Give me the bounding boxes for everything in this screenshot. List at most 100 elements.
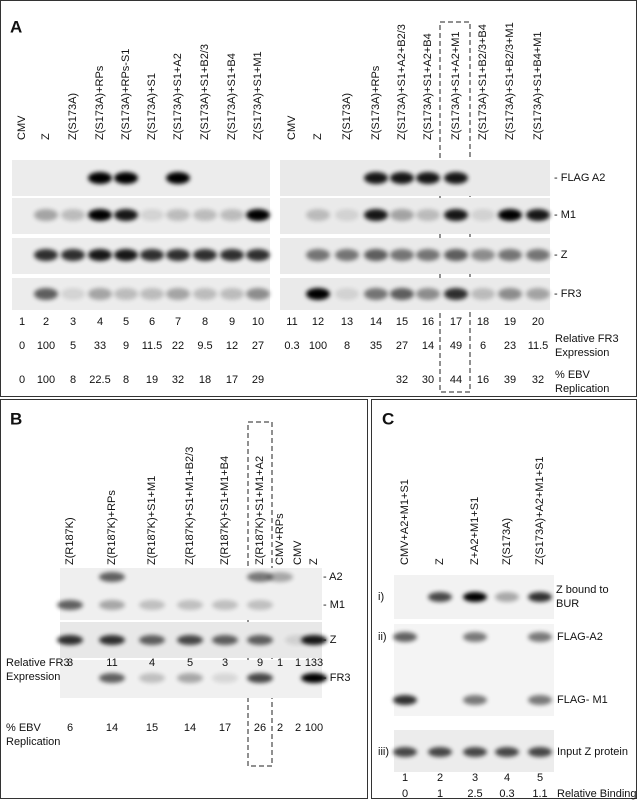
band <box>444 209 468 221</box>
relative-fr3-value: 133 <box>305 657 323 669</box>
ebv-value: 100 <box>37 374 55 386</box>
band <box>114 172 138 184</box>
relative-fr3-value: 1 <box>295 657 301 669</box>
band <box>193 288 217 300</box>
band <box>498 209 522 221</box>
relative-binding-value: 1.1 <box>532 788 547 800</box>
lane-label: Z(R187K)+S1+M1+B2/3 <box>184 447 196 565</box>
band <box>88 288 112 300</box>
lane-label: Z(S173A)+A2+M1+S1 <box>534 456 546 565</box>
relative-fr3-value: 11.5 <box>528 340 549 352</box>
lane-label: Z(S173A) <box>501 518 513 565</box>
band <box>166 288 190 300</box>
band <box>444 288 468 300</box>
lane-number: 2 <box>437 772 443 784</box>
band <box>416 209 440 221</box>
lane-number: 19 <box>504 316 516 328</box>
band <box>463 592 487 602</box>
band <box>247 673 273 683</box>
ebv-value: 0 <box>19 374 25 386</box>
band <box>177 600 203 610</box>
lane-label: Z <box>312 133 324 140</box>
row-marker: iii) <box>378 746 389 758</box>
ebv-value: 32 <box>172 374 184 386</box>
band <box>471 249 495 261</box>
lane-number: 6 <box>149 316 155 328</box>
lane-label: Z(S173A)+S1+B4 <box>226 53 238 140</box>
lane-label: Z(R187K) <box>64 517 76 565</box>
band <box>428 747 452 757</box>
band <box>34 249 58 261</box>
lane-number: 7 <box>175 316 181 328</box>
band <box>390 172 414 184</box>
band <box>246 249 270 261</box>
ebv-value: 29 <box>252 374 264 386</box>
lane-label: Z(R187K)+S1+M1+B4 <box>219 456 231 565</box>
lane-label: Z(S173A)+S1+A2+M1 <box>450 31 462 140</box>
row-label: Input Z protein <box>557 746 628 758</box>
lane-label: CMV <box>16 115 28 140</box>
relative-binding-value: 2.5 <box>467 788 482 800</box>
lane-number: 17 <box>450 316 462 328</box>
lane-label: CMV+A2+M1+S1 <box>399 479 411 565</box>
band <box>247 600 273 610</box>
lane-number: 16 <box>422 316 434 328</box>
lane-label: Z(S173A) <box>67 93 79 140</box>
ebv-value: 15 <box>146 722 158 734</box>
band <box>99 572 125 582</box>
band <box>528 592 552 602</box>
band <box>364 172 388 184</box>
band <box>114 288 138 300</box>
row-caption: % EBV Replication <box>6 722 61 748</box>
lane-number: 11 <box>286 316 297 328</box>
band <box>139 673 165 683</box>
relative-fr3-value: 33 <box>94 340 106 352</box>
lane-label: CMV+RPs <box>274 513 286 565</box>
lane-label: Z(S173A)+S1+A2 <box>172 53 184 140</box>
band <box>498 249 522 261</box>
row-caption: Relative Binding <box>557 788 637 800</box>
lane-label: Z(S173A)+S1+A2+B4 <box>422 33 434 140</box>
lane-label: Z(S173A)+S1 <box>146 73 158 140</box>
band <box>57 635 83 645</box>
band <box>220 249 244 261</box>
lane-label: Z(S173A)+RPs <box>370 65 382 140</box>
row-caption: % EBV Replication <box>555 369 610 395</box>
ebv-value: 8 <box>123 374 129 386</box>
relative-fr3-value: 4 <box>149 657 155 669</box>
band <box>498 288 522 300</box>
band <box>61 209 85 221</box>
band <box>220 288 244 300</box>
band <box>212 673 238 683</box>
lane-label: Z(S173A)+RPs <box>94 65 106 140</box>
ebv-value: 100 <box>305 722 323 734</box>
band <box>393 747 417 757</box>
ebv-value: 19 <box>146 374 158 386</box>
band <box>364 249 388 261</box>
band <box>220 209 244 221</box>
relative-fr3-value: 11 <box>106 657 117 669</box>
lane-label: CMV <box>292 540 304 565</box>
band <box>528 747 552 757</box>
band <box>99 635 125 645</box>
ebv-value: 2 <box>295 722 301 734</box>
relative-binding-value: 1 <box>437 788 443 800</box>
lane-label: Z <box>308 558 320 565</box>
band <box>247 572 273 582</box>
ebv-value: 6 <box>67 722 73 734</box>
ebv-value: 2 <box>277 722 283 734</box>
band <box>528 695 552 705</box>
lane-label: Z+A2+M1+S1 <box>469 497 481 565</box>
band <box>61 288 85 300</box>
lane-label: Z(S173A)+S1+B2/3+B4 <box>477 24 489 140</box>
band <box>306 209 330 221</box>
band <box>306 249 330 261</box>
ebv-value: 39 <box>504 374 516 386</box>
panel-letter: C <box>382 409 394 428</box>
band <box>526 249 550 261</box>
lane-number: 4 <box>97 316 103 328</box>
lane-number: 8 <box>202 316 208 328</box>
lane-label: CMV <box>286 115 298 140</box>
lane-number: 15 <box>396 316 408 328</box>
